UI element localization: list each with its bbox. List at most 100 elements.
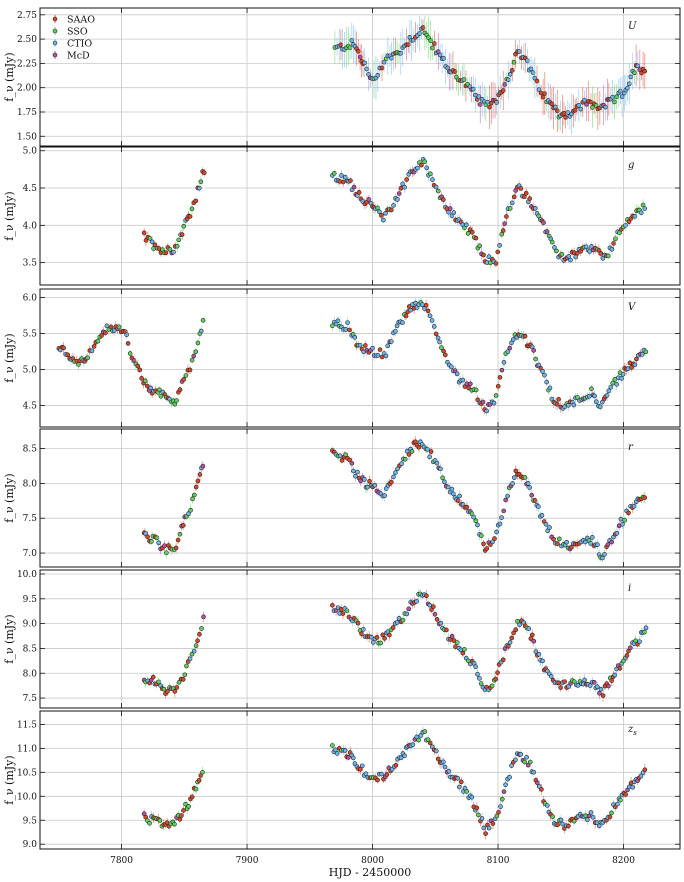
data-point-saao [139,376,144,381]
data-point-saao [135,363,141,369]
data-point-ctio [360,627,366,632]
data-point-saao [195,478,201,484]
data-point-saao [427,740,433,746]
data-point-saao [389,207,394,213]
data-point-ctio [460,377,466,383]
data-point-ctio [434,460,440,466]
data-point-ctio [191,648,197,654]
data-point-sso [343,452,348,457]
data-point-saao [493,261,499,266]
y-tick-label: 7.5 [23,694,38,704]
data-point-sso [189,651,195,657]
data-point-sso [612,99,617,105]
band-label: U [628,21,637,32]
data-point-saao [405,42,411,47]
data-point-ctio [543,521,549,527]
y-tick-label: 4.5 [23,184,38,194]
data-point-ctio [542,372,547,378]
data-point-ctio [516,49,522,54]
data-point-mcd [502,82,508,87]
data-point-ctio [494,529,499,535]
data-point-ctio [582,97,587,103]
data-point-sso [477,243,482,249]
data-point-ctio [417,31,422,36]
data-point-saao [481,252,486,258]
legend-marker-mcd [52,52,58,58]
data-point-ctio [585,817,590,823]
data-point-ctio [334,751,340,756]
y-tick-label: 5.5 [23,330,38,340]
data-point-ctio [385,343,391,349]
data-point-mcd [480,399,486,405]
data-point-saao [617,665,623,671]
legend-label-saao: SAAO [67,15,95,26]
data-point-ctio [398,50,404,56]
data-point-saao [504,214,509,219]
data-point-ctio [149,239,155,245]
data-point-ctio [362,477,367,482]
data-point-ctio [379,771,384,777]
data-point-sso [613,236,618,242]
data-point-saao [181,523,186,528]
data-point-ctio [372,482,378,488]
band-label: V [628,302,637,313]
data-point-ctio [602,552,607,557]
data-point-saao [347,327,352,333]
data-point-saao [611,241,616,246]
data-point-mcd [468,381,473,387]
data-point-saao [464,504,470,510]
data-point-saao [509,635,515,641]
data-point-ctio [512,475,517,480]
data-point-saao [193,198,199,204]
data-point-sso [142,378,148,384]
data-point-ctio [410,742,416,747]
data-point-ctio [592,393,597,399]
band-label: r [628,442,634,453]
data-point-ctio [402,753,407,759]
data-point-ctio [614,382,619,387]
data-point-saao [441,348,446,354]
data-point-saao [474,805,480,811]
data-point-ctio [427,313,433,319]
x-axis-label: HJD - 2450000 [329,866,412,879]
data-point-ctio [484,408,489,414]
data-point-saao [393,762,399,768]
data-point-ctio [497,243,502,248]
data-point-ctio [498,804,503,809]
data-point-ctio [342,748,348,753]
data-point-ctio [351,468,356,474]
data-point-sso [172,821,177,827]
data-point-sso [479,533,484,538]
data-point-ctio [429,318,435,323]
data-point-sso [158,393,164,399]
data-point-saao [607,814,613,820]
data-point-ctio [343,327,349,332]
data-point-ctio [339,173,344,178]
data-point-ctio [434,748,439,754]
y-tick-label: 11.5 [17,720,37,730]
data-point-ctio [553,104,558,110]
data-point-ctio [544,379,549,385]
data-point-mcd [544,229,550,234]
data-point-sso [557,536,562,542]
data-point-ctio [506,77,511,83]
data-point-saao [406,452,412,457]
data-point-saao [197,631,202,637]
data-point-ctio [525,58,530,63]
data-point-saao [569,544,574,550]
data-point-ctio [353,473,358,479]
data-point-ctio [628,74,634,80]
data-point-saao [484,546,490,551]
data-point-ctio [156,540,161,546]
data-point-sso [416,737,421,743]
data-point-saao [626,510,631,516]
data-point-sso [494,813,500,819]
data-point-sso [156,679,161,685]
data-point-sso [522,475,528,480]
data-point-ctio [571,402,577,408]
data-point-sso [181,223,187,229]
data-point-sso [183,373,189,378]
x-tick-label: 8100 [487,856,510,866]
data-point-saao [377,347,383,352]
data-point-ctio [433,184,439,190]
